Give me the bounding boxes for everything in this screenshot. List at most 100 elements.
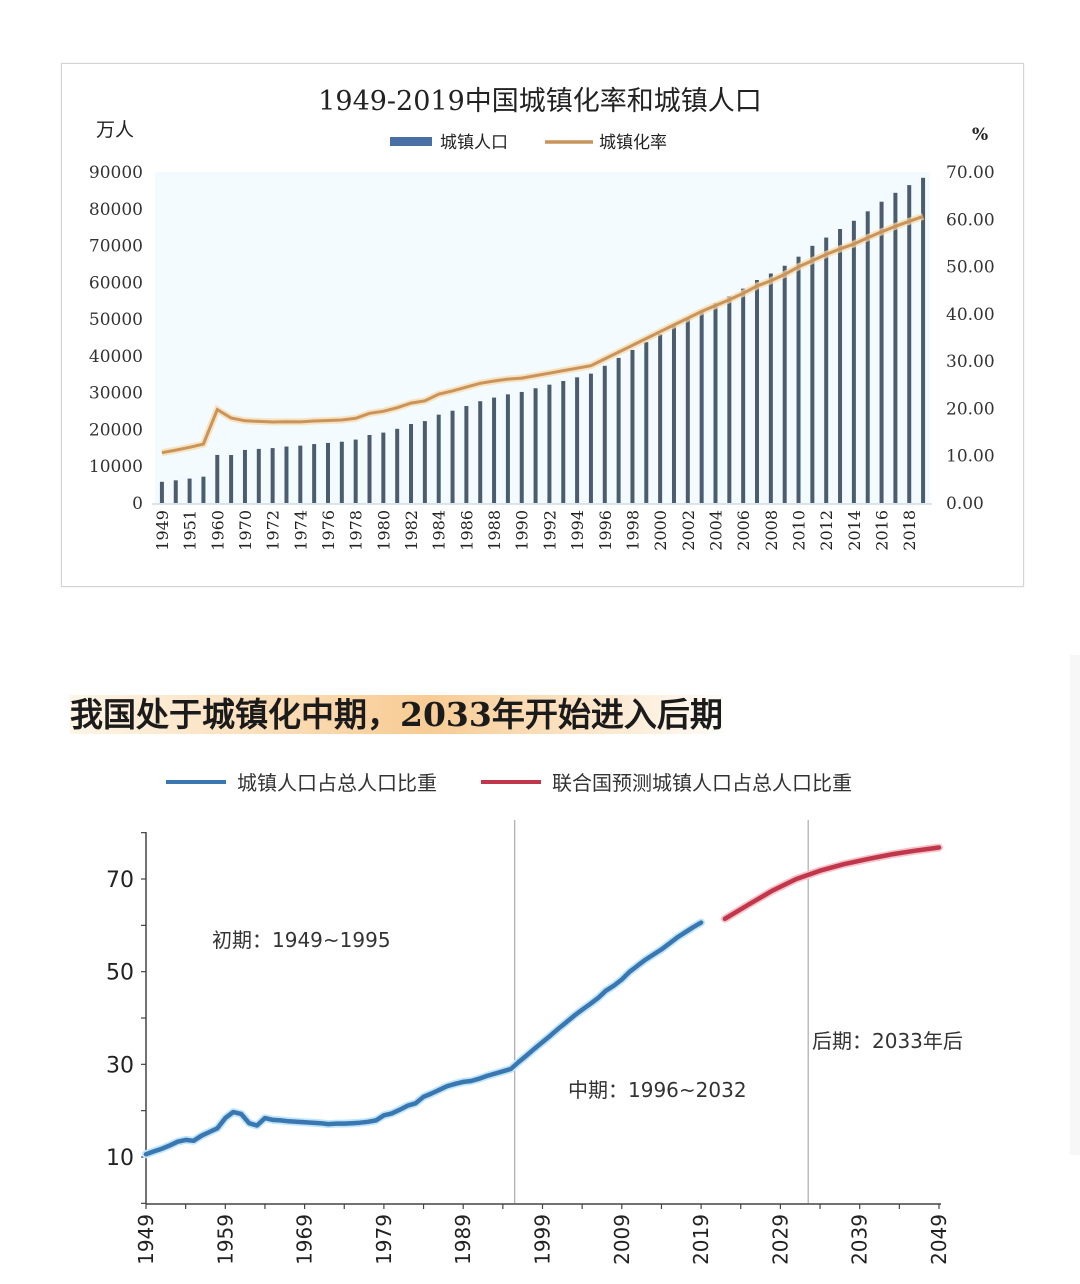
chart1-bar-1960 — [215, 454, 220, 503]
chart2-legend-label-forecast: 联合国预测城镇人口占总人口比重 — [552, 771, 852, 795]
chart1-left-tick-label: 20000 — [89, 420, 143, 440]
chart1-x-tick-label: 1990 — [513, 510, 532, 551]
chart1-legend-bar-swatch — [390, 137, 432, 146]
chart1-bar-2001 — [671, 326, 676, 503]
chart2-legend-label-historical: 城镇人口占总人口比重 — [237, 771, 437, 795]
chart2-x-tick-label: 1959 — [213, 1214, 237, 1265]
chart1-bar-1965 — [229, 455, 234, 503]
chart1-bar-2015 — [865, 211, 870, 504]
chart2-historical-line — [143, 920, 704, 1157]
chart1-left-tick-label: 60000 — [89, 273, 143, 293]
chart1-right-tick-label: 60.00 — [946, 210, 995, 230]
chart1-right-axis-unit: % — [972, 125, 988, 145]
chart1-bar-2010 — [796, 256, 801, 503]
chart1-bar-2007 — [755, 280, 760, 503]
chart1-x-tick-label: 1980 — [374, 510, 393, 551]
chart1-bar-1976 — [325, 442, 330, 503]
chart1-bar-2003 — [699, 310, 704, 503]
chart1-bar-1979 — [367, 434, 372, 503]
chart1-x-tick-label: 1984 — [430, 510, 449, 551]
chart1-bar-1990 — [519, 391, 524, 503]
chart1-x-tick-label: 2006 — [734, 510, 753, 551]
chart1-right-tick-label: 0.00 — [946, 494, 984, 514]
chart2-annotation-late: 后期：2033年后 — [812, 1029, 963, 1053]
chart2-x-tick-label: 1949 — [134, 1214, 158, 1265]
chart2-x-tick-label: 1979 — [372, 1214, 396, 1265]
chart2-x-tick-label: 1989 — [451, 1214, 475, 1265]
chart2-headline: 我国处于城镇化中期，2033年开始进入后期 — [70, 688, 723, 736]
chart1-urbanization-bar-line: 1949-2019中国城镇化率和城镇人口 万人 % 城镇人口 城镇化率 0 100… — [89, 86, 995, 551]
chart1-bar-1998 — [630, 349, 635, 503]
chart1-bar-1986 — [464, 406, 469, 503]
chart1-right-tick-label: 30.00 — [946, 352, 995, 372]
chart1-x-tick-label: 2002 — [679, 510, 698, 551]
chart1-x-tick-label: 2014 — [845, 510, 864, 551]
chart1-bar-1981 — [395, 428, 400, 503]
chart2-annotation-early: 初期：1949~1995 — [212, 928, 391, 952]
chart1-bar-1993 — [561, 380, 566, 503]
chart1-left-tick-label: 90000 — [89, 163, 143, 183]
chart1-bar-2002 — [685, 318, 690, 503]
chart2-x-tick-label: 2019 — [689, 1214, 713, 1265]
chart1-x-tick-label: 1992 — [540, 510, 559, 551]
chart1-bar-1972 — [270, 448, 275, 503]
chart1-left-tick-label: 30000 — [89, 384, 143, 404]
chart1-left-tick-label: 0 — [132, 494, 143, 514]
chart2-y-tick-label: 50 — [106, 961, 134, 986]
chart1-x-tick-label: 1988 — [485, 510, 504, 551]
chart1-bar-1985 — [450, 410, 455, 503]
chart1-right-tick-label: 10.00 — [946, 447, 995, 467]
chart1-bar-2008 — [768, 273, 773, 503]
chart1-x-tick-label: 1976 — [319, 510, 338, 551]
chart1-left-tick-label: 50000 — [89, 310, 143, 330]
chart1-bar-2000 — [658, 334, 663, 503]
chart1-x-tick-label: 1998 — [623, 510, 642, 551]
chart2-y-tick-label: 30 — [106, 1053, 134, 1078]
chart1-plot-background — [155, 172, 930, 504]
chart1-x-tick-label: 1960 — [208, 510, 227, 551]
chart2-x-tick-label: 2029 — [768, 1214, 792, 1265]
chart1-bar-2004 — [713, 303, 718, 503]
chart1-x-tick-label: 1951 — [181, 510, 200, 551]
chart1-x-tick-label: 1972 — [264, 510, 283, 551]
chart2-historical-line-glow — [142, 918, 706, 1159]
chart1-bar-1991 — [533, 388, 538, 503]
chart1-x-tick-label: 2004 — [706, 510, 725, 551]
chart2-x-tick-label: 1999 — [531, 1214, 555, 1265]
chart1-bar-1999 — [644, 342, 649, 503]
chart1-right-tick-label: 20.00 — [946, 399, 995, 419]
chart1-left-tick-label: 70000 — [89, 237, 143, 257]
chart1-bar-2016 — [879, 201, 884, 504]
chart1-bar-1977 — [339, 441, 344, 503]
chart1-bar-1978 — [353, 439, 358, 503]
chart2-x-tick-label: 2009 — [610, 1214, 634, 1265]
chart1-x-tick-label: 2016 — [873, 510, 892, 551]
chart1-legend-line-label: 城镇化率 — [599, 133, 667, 153]
chart1-right-tick-label: 40.00 — [946, 305, 995, 325]
chart1-bar-1982 — [409, 424, 414, 503]
chart1-bar-2019 — [921, 177, 926, 503]
chart1-bar-1994 — [575, 377, 580, 503]
chart2-x-tick-label: 2039 — [848, 1214, 872, 1265]
chart1-x-tick-label: 1986 — [457, 510, 476, 551]
chart1-bar-1975 — [312, 444, 317, 503]
chart2-y-tick-label: 10 — [106, 1146, 134, 1171]
chart2-x-tick-label: 1969 — [293, 1214, 317, 1265]
chart1-title: 1949-2019中国城镇化率和城镇人口 — [318, 86, 762, 117]
chart1-bar-1950 — [173, 480, 178, 503]
chart1-bar-1996 — [602, 365, 607, 503]
chart1-bar-1984 — [436, 414, 441, 503]
chart1-x-tick-label: 2012 — [817, 510, 836, 551]
chart1-bar-1995 — [588, 373, 593, 503]
chart1-bar-2014 — [851, 220, 856, 503]
chart1-bar-1988 — [492, 397, 497, 503]
chart1-left-tick-label: 80000 — [89, 200, 143, 220]
chart1-bar-2012 — [824, 237, 829, 503]
chart1-x-tick-label: 1996 — [596, 510, 615, 551]
chart1-x-tick-label: 2018 — [900, 510, 919, 551]
chart1-x-tick-label: 2000 — [651, 510, 670, 551]
chart1-bar-1997 — [616, 357, 621, 503]
chart1-bar-2006 — [741, 288, 746, 503]
chart1-bar-1970 — [242, 449, 247, 503]
